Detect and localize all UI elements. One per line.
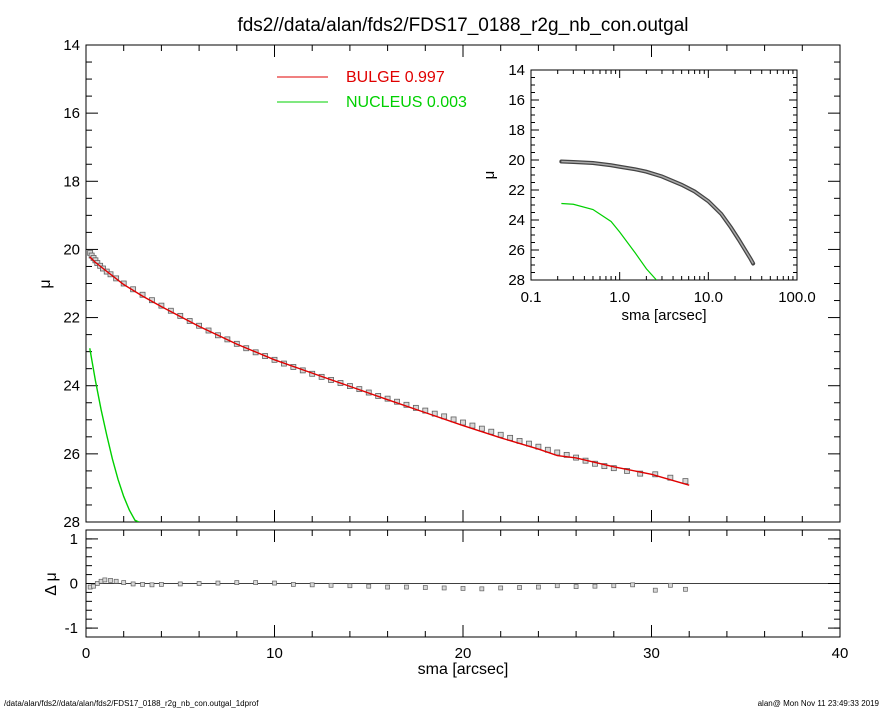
data-point (120, 280, 127, 287)
data-point (682, 478, 689, 485)
footer-timestamp: alan@ Mon Nov 11 23:49:33 2019 (758, 699, 880, 708)
residual-y-tick-label: -1 (65, 620, 78, 637)
x-tick-label: 20 (455, 645, 472, 662)
inset-y-tick-label: 22 (508, 182, 525, 199)
residual-y-tick-label: 1 (70, 531, 78, 548)
residual-point (592, 583, 598, 589)
data-point (488, 428, 495, 435)
residual-point (234, 580, 240, 585)
x-tick-label: 10 (266, 645, 283, 662)
residual-point (149, 582, 155, 588)
legend: BULGE 0.997 NUCLEUS 0.003 (277, 69, 467, 111)
residual-point (291, 582, 296, 587)
residual-point (94, 581, 100, 586)
x-tick-label: 40 (832, 645, 849, 662)
residual-point (385, 584, 390, 590)
residual-point (159, 582, 164, 587)
inset-panel: 14 16 18 20 22 24 26 280.1 1.0 10.0 100.0 μ sma [a… (481, 62, 816, 324)
inset-y-label: μ (481, 171, 498, 180)
residual-point (441, 585, 447, 591)
data-point (497, 431, 504, 438)
residual-point (102, 577, 108, 583)
nucleus-model-line (89, 348, 140, 522)
inset-plot-area (559, 159, 756, 280)
inset-y-tick-label: 20 (508, 152, 525, 169)
main-y-tick-label: 14 (63, 37, 80, 54)
bulge-model-line (89, 256, 690, 486)
inset-background (530, 69, 798, 281)
residual-point (130, 581, 136, 587)
main-panel: 14 16 18 20 22 24 26 28 μ (37, 37, 841, 531)
inset-y-tick-label: 14 (508, 62, 525, 79)
data-point (601, 463, 608, 470)
residual-point (683, 586, 688, 592)
residual-point (196, 581, 202, 586)
residual-point (98, 578, 104, 584)
main-y-tick-label: 20 (63, 241, 80, 258)
x-tick-label: 0 (82, 645, 90, 662)
data-point (469, 422, 476, 429)
residual-point (554, 583, 560, 589)
inset-data-curve-highlight (561, 160, 754, 264)
main-y-tick-label: 26 (63, 446, 80, 463)
inset-x-tick-label: 1.0 (609, 289, 630, 306)
residual-point (309, 582, 315, 588)
residual-point (573, 584, 579, 589)
residual-point (479, 586, 485, 592)
residual-point (272, 580, 277, 586)
residual-point (366, 583, 372, 589)
main-y-tick-label: 24 (63, 378, 80, 395)
x-tick-label: 30 (643, 645, 660, 662)
data-point (624, 467, 630, 474)
main-plot-area (87, 249, 690, 522)
legend-nucleus-label: NUCLEUS 0.003 (346, 94, 467, 111)
residual-point (215, 580, 221, 586)
inset-x-tick-label: 10.0 (694, 289, 723, 306)
inset-y-tick-label: 18 (508, 122, 525, 139)
residual-point (140, 582, 145, 587)
inset-y-tick-label: 26 (508, 242, 525, 259)
residual-point (498, 585, 504, 591)
residual-point (422, 585, 428, 590)
main-y-tick-label: 18 (63, 173, 80, 190)
main-y-tick-label: 28 (63, 514, 80, 531)
residual-point (177, 581, 183, 587)
inset-nucleus-line (561, 202, 657, 280)
residual-point (536, 584, 541, 590)
residual-point (630, 582, 636, 588)
residual-point (611, 583, 617, 589)
data-point (592, 460, 598, 467)
inset-x-tick-label: 0.1 (521, 289, 542, 306)
residual-point (328, 582, 334, 588)
inset-y-tick-label: 16 (508, 92, 525, 109)
inset-x-label: sma [arcsec] (621, 307, 706, 324)
data-point (637, 470, 644, 477)
chart-title: fds2//data/alan/fds2/FDS17_0188_r2g_nb_c… (237, 15, 688, 36)
x-axis-label: sma [arcsec] (418, 661, 509, 678)
main-y-tick-label: 22 (63, 310, 80, 327)
residual-point (517, 585, 522, 590)
residual-point (108, 578, 113, 583)
residual-point (91, 583, 96, 589)
residual-point (652, 587, 658, 593)
legend-bulge-label: BULGE 0.997 (346, 69, 445, 86)
residual-panel: 10-10 10 20 30 40 Δ μ sma [arcsec] (43, 529, 849, 678)
inset-y-tick-label: 24 (508, 212, 525, 229)
main-y-label: μ (37, 279, 54, 288)
inset-x-tick-label: 100.0 (778, 289, 816, 306)
residual-point (404, 584, 409, 590)
footer-path: /data/alan/fds2//data/alan/fds2/FDS17_01… (4, 699, 259, 708)
residual-point (667, 582, 673, 588)
main-y-tick-label: 16 (63, 105, 80, 122)
residual-y-label: Δ μ (43, 572, 60, 595)
inset-y-tick-label: 28 (508, 272, 525, 289)
residual-point (253, 580, 258, 585)
residual-point (347, 583, 353, 589)
residual-point (121, 580, 127, 585)
residual-y-tick-label: 0 (70, 576, 78, 593)
data-point (610, 465, 617, 472)
data-point (478, 425, 485, 432)
residual-point (460, 586, 466, 591)
residual-point (113, 578, 119, 584)
